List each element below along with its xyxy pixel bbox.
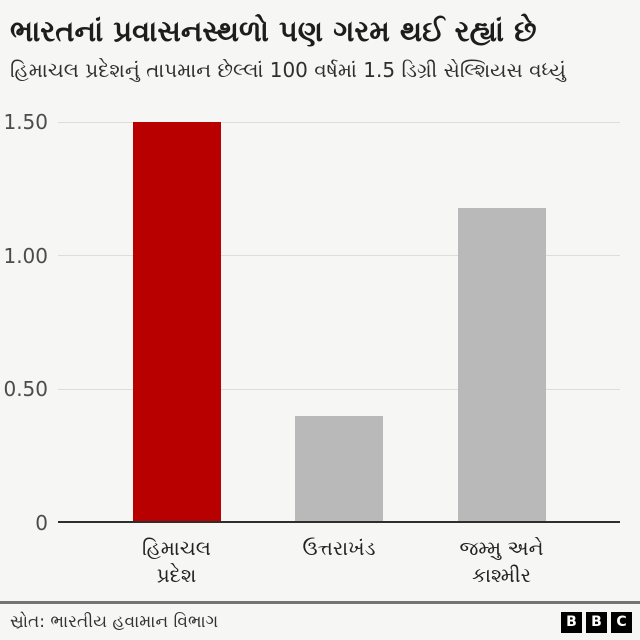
x-axis-label: જમ્મુ અને કાશ્મીર	[459, 536, 544, 587]
gridline	[58, 255, 620, 257]
bbc-logo-letter: B	[561, 611, 582, 633]
gridline	[58, 121, 620, 123]
x-axis-line	[58, 521, 620, 523]
bbc-logo-letter: B	[586, 611, 607, 633]
bar-3	[457, 207, 546, 523]
y-tick-label: 0.50	[3, 377, 48, 402]
y-tick-label: 1.50	[3, 110, 48, 134]
bar-1	[132, 122, 221, 523]
chart-subtitle: હિમાચલ પ્રદેશનું તાપમાન છેલ્લાં 100 વર્ષ…	[10, 58, 566, 83]
chart-title: ભારતનાં પ્રવાસનસ્થળો પણ ગરમ થઈ રહ્યાં છે	[10, 14, 537, 48]
x-axis-label: હિમાચલ પ્રદેશ	[142, 536, 211, 587]
bar-2	[295, 416, 383, 523]
x-axis-label: ઉત્તરાખંડ	[302, 536, 376, 560]
bbc-logo-letter: C	[611, 611, 632, 633]
y-tick-label: 0	[35, 511, 48, 535]
plot-area	[58, 121, 620, 523]
chart-header: ભારતનાં પ્રવાસનસ્થળો પણ ગરમ થઈ રહ્યાં છે…	[0, 0, 640, 83]
gridline	[58, 388, 620, 390]
y-tick-label: 1.00	[3, 243, 48, 268]
source-text: સ્રોત: ભારતીય હવામાન વિભાગ	[10, 612, 219, 632]
